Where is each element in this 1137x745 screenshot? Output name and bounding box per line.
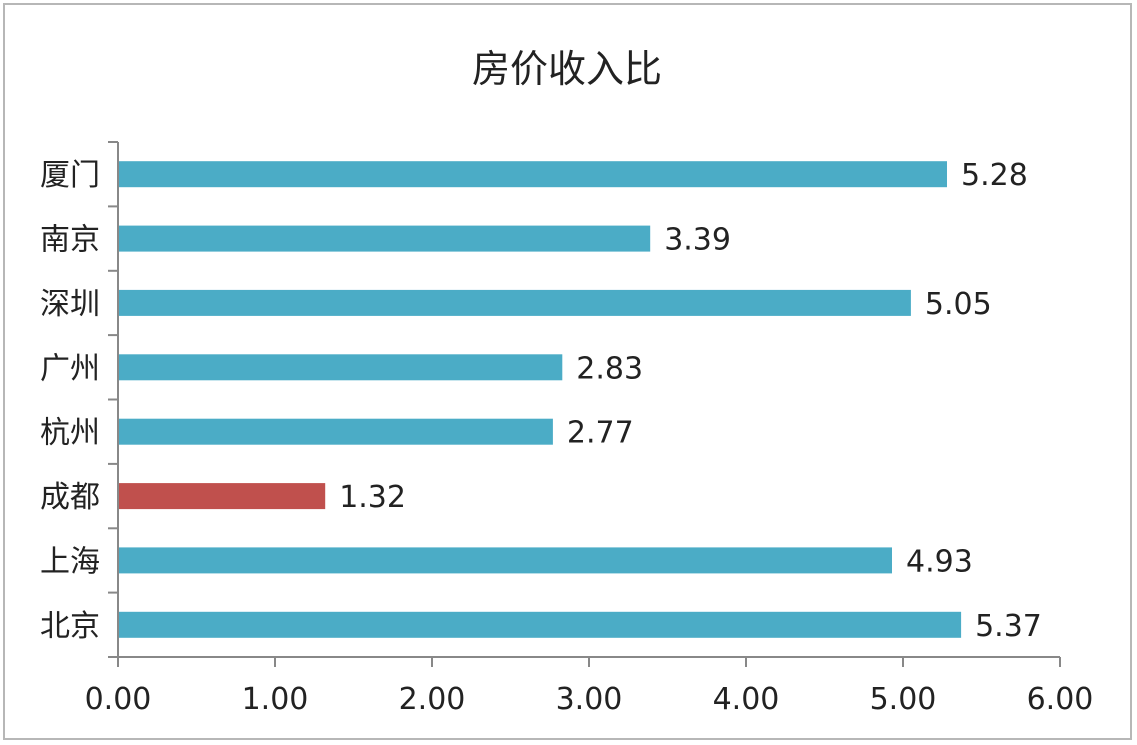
data-label-厦门: 5.28 bbox=[961, 158, 1028, 193]
data-label-深圳: 5.05 bbox=[925, 287, 992, 322]
bar-厦门 bbox=[118, 161, 947, 188]
x-tick-label: 1.00 bbox=[242, 682, 309, 717]
x-tick-label: 4.00 bbox=[713, 682, 780, 717]
bar-上海 bbox=[118, 547, 892, 574]
x-tick-label: 0.00 bbox=[85, 682, 152, 717]
category-label-深圳: 深圳 bbox=[40, 287, 100, 322]
x-tick-label: 5.00 bbox=[870, 682, 937, 717]
axes bbox=[108, 141, 1061, 667]
bar-广州 bbox=[118, 354, 563, 381]
data-label-杭州: 2.77 bbox=[567, 416, 634, 451]
data-label-上海: 4.93 bbox=[906, 544, 973, 579]
data-label-成都: 1.32 bbox=[339, 480, 406, 515]
bar-北京 bbox=[118, 611, 962, 638]
data-label-南京: 3.39 bbox=[664, 223, 731, 258]
x-tick-label: 2.00 bbox=[399, 682, 466, 717]
data-label-广州: 2.83 bbox=[576, 351, 643, 386]
category-label-成都: 成都 bbox=[40, 480, 100, 515]
data-label-北京: 5.37 bbox=[975, 609, 1042, 644]
bars-layer bbox=[118, 161, 962, 638]
bar-成都 bbox=[118, 483, 326, 510]
category-label-广州: 广州 bbox=[40, 351, 100, 386]
bar-南京 bbox=[118, 225, 651, 252]
category-label-杭州: 杭州 bbox=[40, 416, 100, 451]
category-label-南京: 南京 bbox=[40, 223, 100, 258]
bar-深圳 bbox=[118, 289, 911, 316]
labels-layer: 5.28 厦门 3.39 南京 5.05 深圳 2.83 广州 2.77 杭州 1.32 成都 4.93… bbox=[40, 158, 1093, 717]
x-tick-label: 3.00 bbox=[556, 682, 623, 717]
category-label-厦门: 厦门 bbox=[40, 158, 100, 193]
category-label-上海: 上海 bbox=[40, 544, 100, 579]
chart-title: 房价收入比 bbox=[472, 47, 662, 91]
x-tick-label: 6.00 bbox=[1027, 682, 1094, 717]
bar-杭州 bbox=[118, 418, 553, 445]
category-label-北京: 北京 bbox=[40, 609, 100, 644]
